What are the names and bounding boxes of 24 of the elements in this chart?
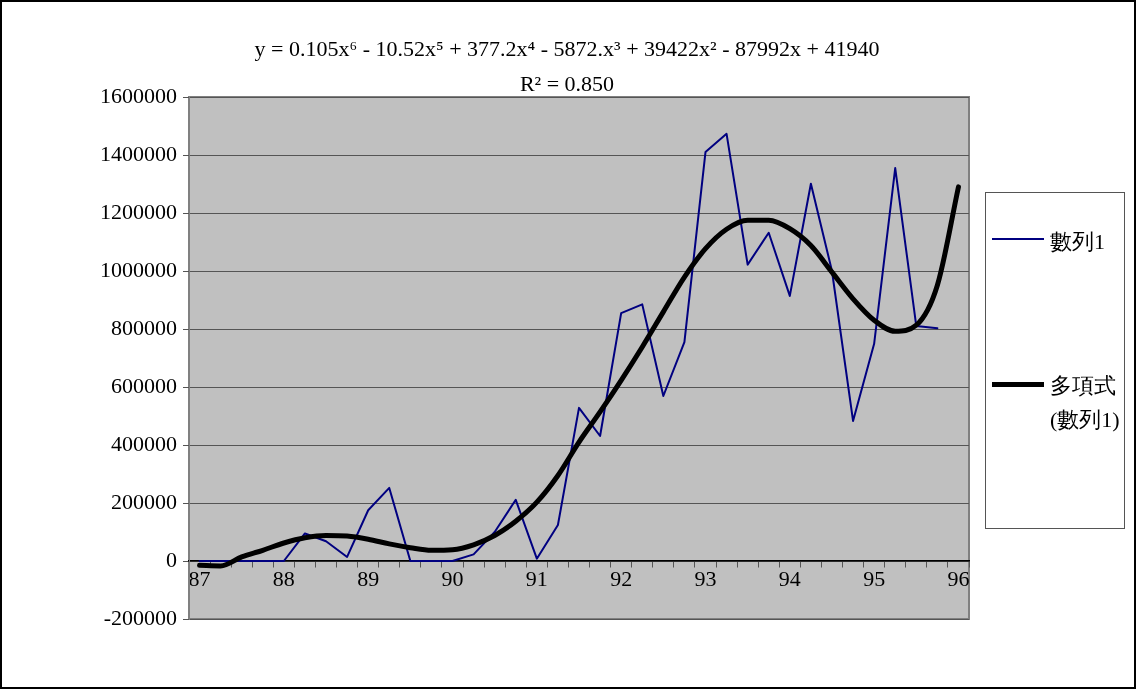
x-tick-label: 92: [610, 565, 633, 591]
x-tick-label: 95: [863, 565, 886, 591]
text: R² = 0.850: [519, 70, 615, 96]
y-tick-label: -200000: [103, 604, 177, 630]
x-tick-label: 88: [272, 565, 295, 591]
y-tick-label: 1200000: [100, 198, 177, 224]
y-tick-label: 400000: [111, 430, 177, 456]
x-tick-label: 96: [947, 565, 970, 591]
x-tick-label: 89: [357, 565, 380, 591]
y-tick-label: 1000000: [100, 256, 177, 282]
x-tick-label: 90: [441, 565, 464, 591]
legend-label: 數列1: [1050, 228, 1106, 256]
x-tick-label: 91: [525, 565, 548, 591]
y-tick-label: 200000: [111, 488, 177, 514]
y-tick-label: 600000: [111, 372, 177, 398]
x-tick-label: 94: [778, 565, 801, 591]
x-tick-label: 87: [188, 565, 211, 591]
y-tick-label: 800000: [111, 314, 177, 340]
text: y = 0.105x⁶ - 10.52x⁵ + 377.2x⁴ - 5872.x³ + 39422x² - 87992x + 41940: [254, 35, 880, 61]
y-tick-label: 0: [166, 546, 177, 572]
y-tick-label: 1400000: [100, 140, 177, 166]
legend-label: 多項式(數列1): [1050, 372, 1120, 434]
y-tick-label: 1600000: [100, 82, 177, 108]
x-tick-label: 93: [694, 565, 717, 591]
